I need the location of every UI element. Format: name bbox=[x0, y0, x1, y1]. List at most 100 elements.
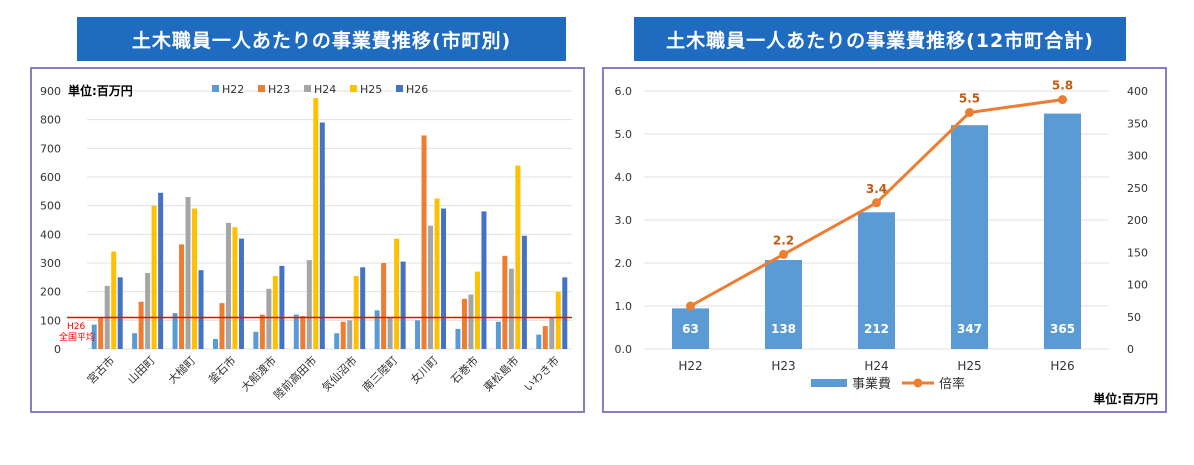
left-bar-h22 bbox=[91, 324, 97, 349]
left-bar-h25 bbox=[474, 271, 480, 349]
left-bar-h22 bbox=[415, 320, 421, 349]
left-chart-svg: 0 100 200 300 400 500 600 700 800 900 宮古市 山田町 大槌町 釜石… bbox=[40, 83, 572, 402]
left-bar-h25 bbox=[394, 238, 400, 349]
right-right-y-tick-label: 350 bbox=[1127, 117, 1148, 130]
left-bar-h26 bbox=[279, 265, 285, 349]
left-bar-h24 bbox=[145, 273, 151, 349]
left-x-tick-label: 大槌町 bbox=[165, 353, 198, 386]
right-right-y-tick-label: 250 bbox=[1127, 182, 1148, 195]
right-left-y-tick-label: 2.0 bbox=[615, 257, 633, 270]
left-bar-h25 bbox=[353, 275, 359, 349]
right-chart-panel: 0.0 1.0 2.0 3.0 4.0 5.0 6.0 0 50 100 150 200 250 300… bbox=[602, 67, 1167, 413]
right-bar-value-label: 63 bbox=[682, 322, 699, 336]
left-x-tick-label: いわき市 bbox=[521, 353, 562, 394]
ratio-label: 2.2 bbox=[773, 233, 794, 247]
right-right-y-tick-label: 50 bbox=[1127, 311, 1141, 324]
left-bar-h25 bbox=[232, 227, 238, 349]
left-legend-label-h24: H24 bbox=[314, 83, 336, 96]
left-bar-h24 bbox=[468, 294, 474, 349]
left-bar-h25 bbox=[151, 205, 157, 349]
left-bar-h26 bbox=[481, 211, 487, 349]
right-right-y-tick-label: 300 bbox=[1127, 150, 1148, 163]
left-y-tick-label: 500 bbox=[40, 200, 61, 213]
right-legend-swatch-bar bbox=[811, 379, 847, 387]
ratio-point bbox=[1058, 95, 1067, 105]
ratio-label: 5.5 bbox=[959, 92, 980, 106]
left-x-tick-label: 釜石市 bbox=[205, 353, 238, 386]
right-left-y-tick-label: 0.0 bbox=[615, 343, 633, 356]
ratio-label: 5.8 bbox=[1052, 79, 1073, 93]
left-x-tick-label: 東松島市 bbox=[480, 353, 521, 394]
left-legend-swatch-h24 bbox=[304, 85, 311, 92]
left-bar-h25 bbox=[272, 275, 278, 349]
left-x-tick-label: 南三陸町 bbox=[360, 354, 400, 394]
right-chart-svg: 0.0 1.0 2.0 3.0 4.0 5.0 6.0 0 50 100 150 200 250 300… bbox=[615, 79, 1159, 406]
left-legend-swatch-h25 bbox=[350, 85, 357, 92]
left-legend-label-h22: H22 bbox=[222, 83, 244, 96]
right-chart-title: 土木職員一人あたりの事業費推移(12市町合計) bbox=[666, 29, 1094, 52]
left-legend-label-h25: H25 bbox=[360, 83, 382, 96]
right-bar-value-label: 138 bbox=[771, 322, 796, 336]
left-bar-h24 bbox=[387, 317, 393, 349]
left-chart-grid bbox=[87, 90, 572, 350]
right-chart-legend: 事業費 倍率 bbox=[811, 376, 965, 392]
left-bar-h24 bbox=[185, 197, 191, 349]
right-x-tick-label: H24 bbox=[864, 359, 888, 373]
left-bar-h22 bbox=[334, 333, 340, 349]
left-bar-h22 bbox=[374, 310, 380, 349]
left-chart-panel: 0 100 200 300 400 500 600 700 800 900 宮古市 山田町 大槌町 釜石… bbox=[30, 67, 585, 413]
left-bar-h25 bbox=[555, 291, 561, 349]
left-x-tick-label: 山田町 bbox=[125, 354, 158, 387]
left-chart-x-axis: 宮古市 山田町 大槌町 釜石市 大船渡市陸前高田市 気仙沼市 南三陸町 女川町 石巻市 東松島市い… bbox=[84, 353, 562, 402]
left-y-tick-label: 600 bbox=[40, 171, 61, 184]
left-bar-h26 bbox=[521, 235, 527, 349]
left-bar-h25 bbox=[515, 165, 521, 349]
right-right-y-tick-label: 100 bbox=[1127, 279, 1148, 292]
right-bar bbox=[672, 308, 709, 349]
left-legend-swatch-h23 bbox=[258, 85, 265, 92]
left-bar-h26 bbox=[562, 277, 568, 349]
right-x-tick-label: H26 bbox=[1050, 359, 1074, 373]
left-legend-label-h23: H23 bbox=[268, 83, 290, 96]
right-chart-title-banner: 土木職員一人あたりの事業費推移(12市町合計) bbox=[634, 17, 1126, 61]
left-bar-h24 bbox=[306, 260, 312, 349]
left-bar-h22 bbox=[455, 328, 461, 349]
left-chart-title: 土木職員一人あたりの事業費推移(市町別) bbox=[131, 29, 512, 52]
left-bar-h22 bbox=[495, 321, 501, 349]
right-bar bbox=[951, 125, 988, 349]
left-bar-h23 bbox=[421, 135, 427, 349]
avg-label-year: H26 bbox=[67, 322, 85, 332]
right-left-y-tick-label: 4.0 bbox=[615, 171, 633, 184]
left-x-tick-label: 宮古市 bbox=[84, 353, 117, 386]
left-bar-h23 bbox=[98, 317, 104, 349]
left-bar-h22 bbox=[536, 334, 542, 349]
right-right-y-tick-label: 400 bbox=[1127, 85, 1148, 98]
right-legend-label-line: 倍率 bbox=[939, 376, 965, 392]
left-bar-h26 bbox=[400, 261, 406, 349]
left-y-tick-label: 100 bbox=[40, 314, 61, 327]
left-x-tick-label: 陸前高田市 bbox=[271, 353, 320, 402]
right-x-tick-label: H22 bbox=[678, 359, 702, 373]
left-bar-h24 bbox=[347, 320, 353, 349]
left-y-tick-label: 400 bbox=[40, 228, 61, 241]
left-bar-h23 bbox=[340, 321, 346, 349]
right-legend-label-bar: 事業費 bbox=[852, 376, 891, 392]
left-x-tick-label: 石巻市 bbox=[448, 353, 481, 386]
left-bar-h23 bbox=[138, 301, 144, 349]
right-bar-value-label: 347 bbox=[957, 322, 982, 336]
left-bar-h26 bbox=[441, 208, 447, 349]
left-bar-h22 bbox=[293, 314, 299, 349]
left-bar-h24 bbox=[549, 317, 555, 349]
right-bar bbox=[858, 212, 895, 349]
ratio-point bbox=[965, 108, 974, 117]
left-x-tick-label: 女川町 bbox=[407, 353, 440, 386]
left-bar-h25 bbox=[111, 251, 117, 349]
left-bar-h26 bbox=[360, 267, 366, 349]
right-right-y-tick-label: 150 bbox=[1127, 246, 1148, 259]
right-left-y-tick-label: 5.0 bbox=[615, 128, 633, 141]
right-x-tick-label: H25 bbox=[957, 359, 981, 373]
ratio-point bbox=[779, 249, 788, 259]
left-x-tick-label: 気仙沼市 bbox=[319, 353, 360, 394]
left-y-tick-label: 700 bbox=[40, 142, 61, 155]
right-left-y-tick-label: 1.0 bbox=[615, 300, 633, 313]
